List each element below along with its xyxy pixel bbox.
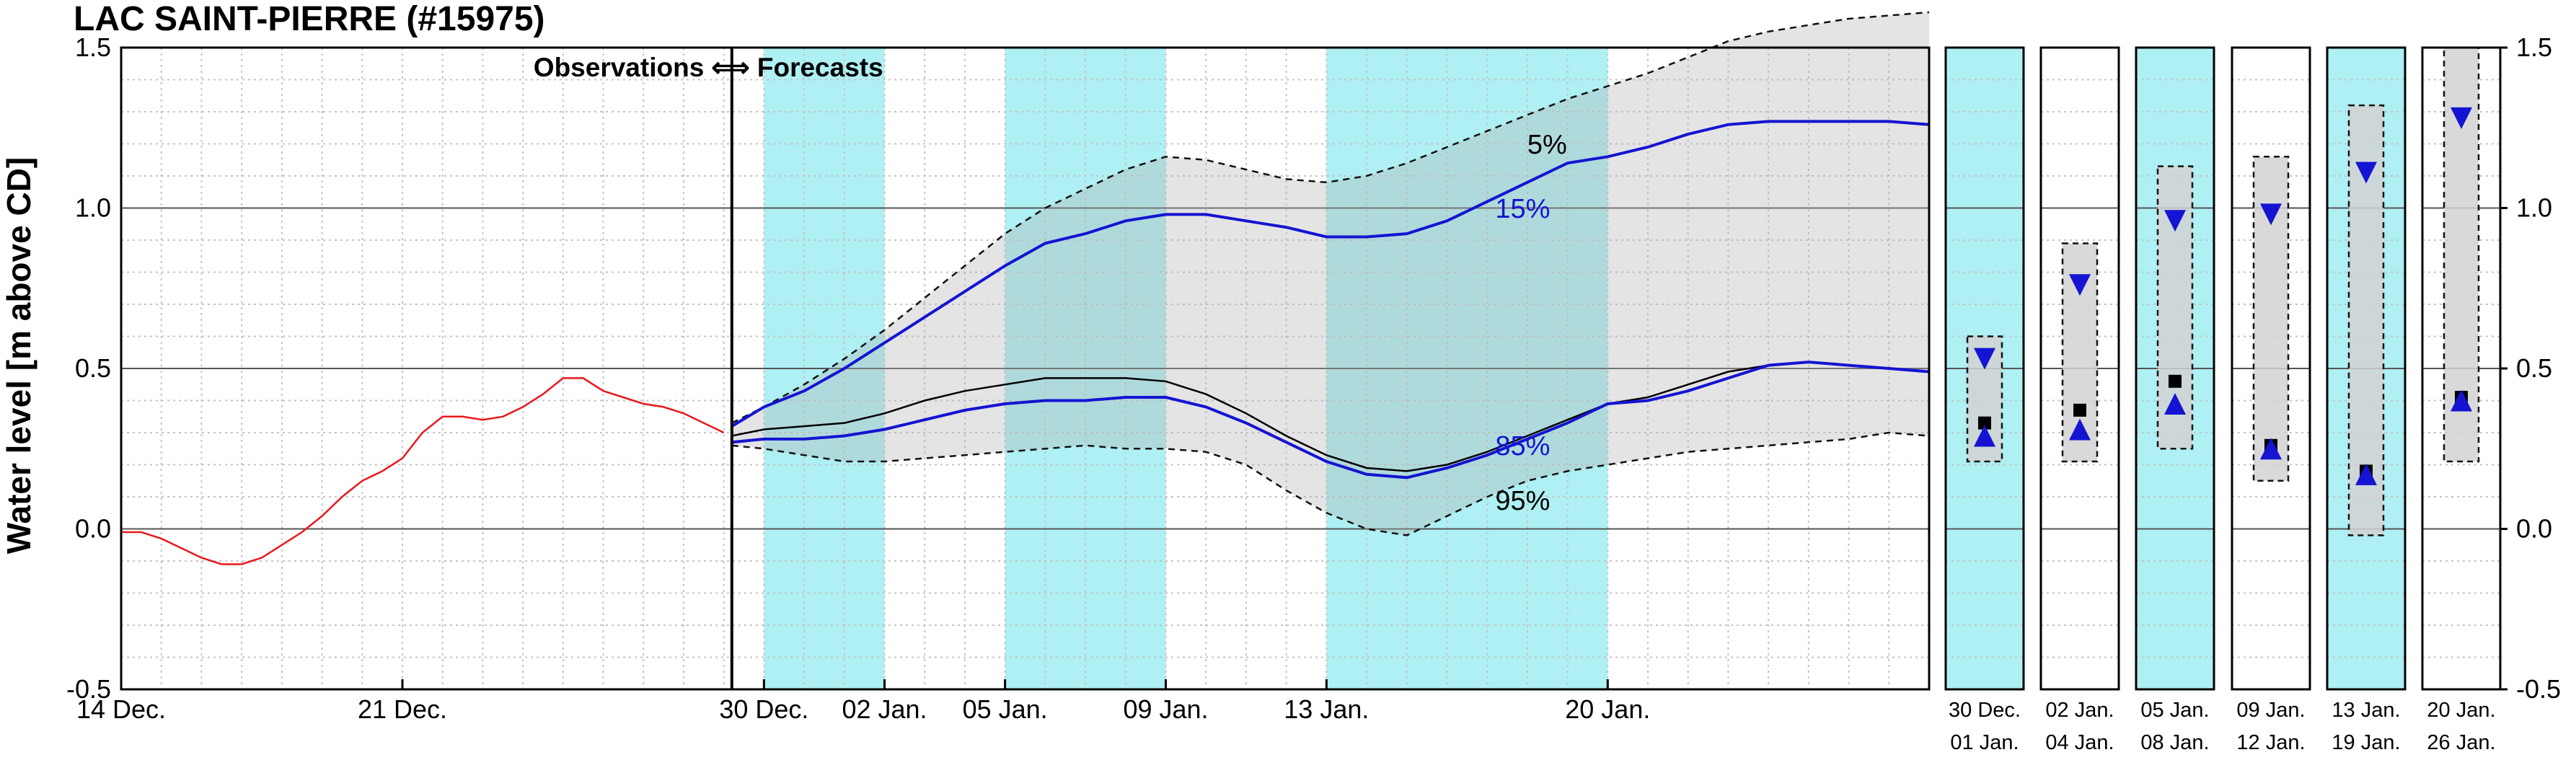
panel-high-marker: [2355, 162, 2377, 184]
panel-date-start: 05 Jan.: [2140, 699, 2209, 722]
percentile-label: 5%: [1527, 130, 1567, 160]
x-tick-label: 20 Jan.: [1565, 694, 1650, 724]
envelope-5pct-line: [731, 11, 1930, 424]
panel-frame: [1944, 46, 2025, 691]
weekly-panel: 13 Jan. 19 Jan.: [2326, 46, 2407, 754]
panel-high-marker: [1974, 348, 1995, 370]
panel-high-marker: [2164, 210, 2186, 232]
panel-date-end: 08 Jan.: [2140, 731, 2209, 754]
x-tick-label: 14 Dec.: [76, 694, 166, 724]
panel-high-marker: [2451, 107, 2472, 129]
right-y-ticks: 1.5 1.0 0.5 0.0 -0.5: [2500, 32, 2561, 704]
uncertainty-envelope: [731, 12, 1929, 536]
weekly-panel: 09 Jan. 12 Jan.: [2231, 46, 2311, 754]
panel-high-marker: [2069, 274, 2091, 296]
panel-frame: [2326, 46, 2407, 691]
forecast-line-85pct: [731, 361, 1930, 480]
panel-low-marker: [2069, 418, 2091, 441]
x-tick-label: 05 Jan.: [963, 694, 1048, 724]
panel-low-marker: [2260, 438, 2282, 460]
panel-low-marker: [2451, 389, 2472, 412]
panel-date-start: 13 Jan.: [2332, 699, 2400, 722]
panel-date-end: 12 Jan.: [2236, 731, 2305, 754]
panel-date-end: 01 Jan.: [1950, 731, 2019, 754]
observations-forecasts-label: Observations ⟺ Forecasts: [534, 53, 883, 82]
panel-date-end: 19 Jan.: [2332, 731, 2400, 754]
main-plot: Observations ⟺ Forecasts 5% 15% 85% 95% 14 De…: [76, 11, 1931, 724]
left-y-ticks: 1.5 1.0 0.5 0.0 -0.5: [66, 32, 111, 704]
x-tick-label: 02 Jan.: [842, 694, 927, 724]
panel-frame: [2231, 46, 2311, 691]
chart-title: LAC SAINT-PIERRE (#15975): [74, 0, 545, 38]
percentile-label: 95%: [1495, 486, 1550, 516]
panel-date-end: 04 Jan.: [2045, 731, 2114, 754]
right-y-tick-label: 1.0: [2516, 193, 2552, 223]
panel-low-marker: [2164, 392, 2186, 415]
x-tick-label: 09 Jan.: [1123, 694, 1208, 724]
panel-frame: [2039, 46, 2120, 691]
x-tick-label: 30 Dec.: [719, 694, 808, 724]
weekly-panel: 30 Dec. 01 Jan.: [1944, 46, 2025, 754]
panel-low-marker: [2355, 463, 2377, 485]
y-tick-label: 0.5: [75, 353, 111, 383]
y-tick-label: -0.5: [66, 674, 111, 704]
y-tick-label: 0.0: [75, 514, 111, 544]
percentile-label: 85%: [1495, 431, 1550, 461]
y-axis-label: Water level [m above CD]: [0, 157, 38, 554]
forecast-line-15pct: [731, 120, 1930, 428]
panel-date-end: 26 Jan.: [2427, 731, 2495, 754]
panel-mean-marker: [2169, 374, 2182, 388]
panel-mean-marker: [2073, 403, 2086, 417]
right-y-tick-label: 0.0: [2516, 514, 2552, 544]
weekly-panel: 05 Jan. 08 Jan.: [2135, 46, 2215, 754]
weekly-panel: 02 Jan. 04 Jan.: [2039, 46, 2120, 754]
panel-date-start: 30 Dec.: [1949, 699, 2021, 722]
y-tick-label: 1.5: [75, 32, 111, 62]
y-tick-label: 1.0: [75, 193, 111, 223]
observed-line: [121, 377, 725, 565]
panel-date-start: 09 Jan.: [2236, 699, 2305, 722]
percentile-label: 15%: [1495, 194, 1550, 224]
right-y-tick-label: 0.5: [2516, 353, 2552, 383]
weekly-summary-panels: 30 Dec. 01 Jan. 02 Jan. 04 Jan. 05 Jan. 08 Ja…: [1944, 46, 2502, 754]
panel-low-marker: [1974, 425, 1995, 447]
panel-mean-marker: [1978, 416, 1991, 430]
weekly-panel: 20 Jan. 26 Jan.: [2421, 46, 2502, 754]
panel-high-marker: [2260, 203, 2282, 226]
right-y-tick-label: -0.5: [2516, 674, 2561, 704]
panel-date-start: 02 Jan.: [2045, 699, 2114, 722]
forecast-line-median: [731, 361, 1930, 472]
right-y-tick-label: 1.5: [2516, 32, 2552, 62]
x-tick-label: 21 Dec.: [358, 694, 447, 724]
x-tick-label: 13 Jan.: [1284, 694, 1369, 724]
plot-frame: [120, 46, 1931, 691]
panel-date-start: 20 Jan.: [2427, 699, 2495, 722]
envelope-95pct-line: [731, 431, 1930, 536]
panel-frame: [2135, 46, 2215, 691]
